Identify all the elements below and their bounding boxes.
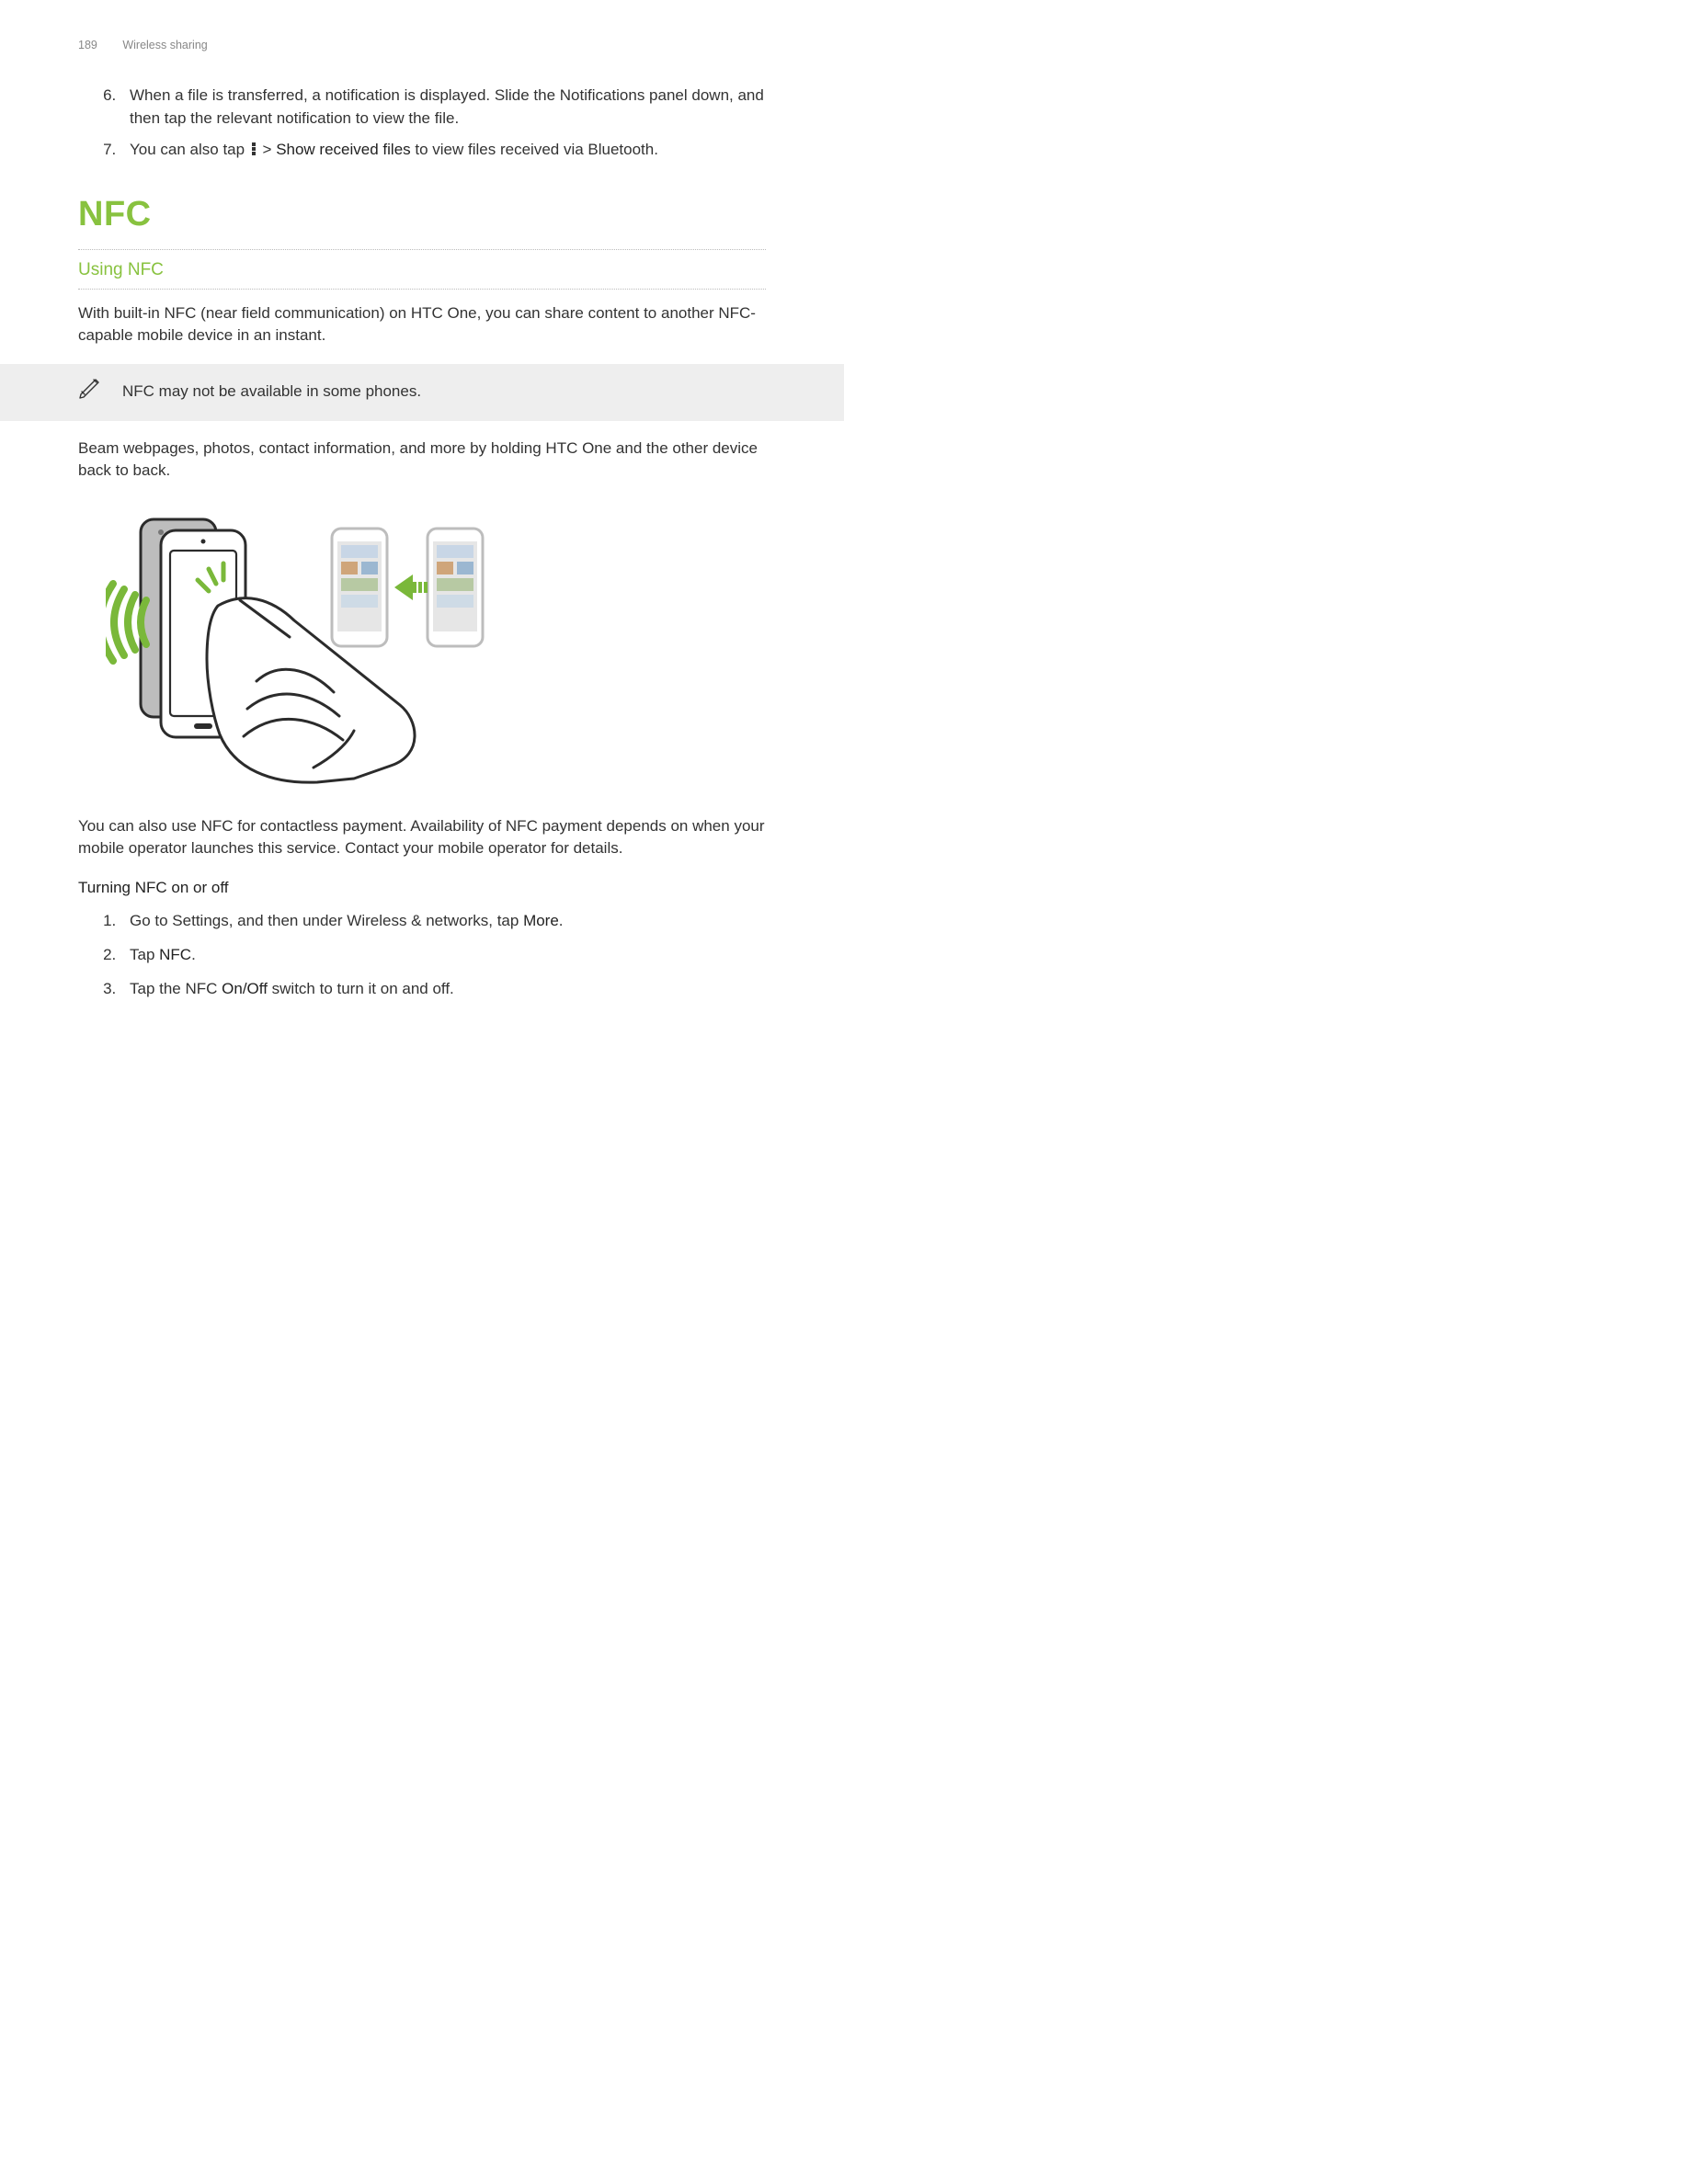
list-item-text: When a file is transferred, a notificati… [130,86,764,127]
continued-ordered-list: When a file is transferred, a notificati… [78,85,766,164]
list-item-text-suffix: to view files received via Bluetooth. [411,141,658,158]
right-phone-b [428,529,483,646]
nfc-waves-icon [106,584,135,661]
note-text: NFC may not be available in some phones. [122,381,421,404]
list-item-text-mid: > [258,141,276,158]
list-item-text-bold: Show received files [276,141,410,158]
dotted-rule-lower [78,289,766,290]
turning-heading: Turning NFC on or off [78,877,766,900]
note-box: NFC may not be available in some phones. [0,364,844,421]
payment-paragraph: You can also use NFC for contactless pay… [78,815,766,860]
step-item: Tap the NFC On/Off switch to turn it on … [120,978,766,1001]
list-item: You can also tap > Show received files t… [120,139,766,164]
sub-heading: Using NFC [78,257,766,283]
step-item: Go to Settings, and then under Wireless … [120,910,766,933]
pencil-icon [78,377,102,408]
intro-paragraph: With built-in NFC (near field communicat… [78,302,766,347]
list-item: When a file is transferred, a notificati… [120,85,766,130]
right-phone-a [332,529,387,646]
page-number: 189 [78,37,97,53]
main-heading: NFC [78,189,766,240]
beam-paragraph: Beam webpages, photos, contact informati… [78,438,766,483]
overflow-menu-icon [251,141,257,164]
nfc-illustration [106,503,766,795]
page-header: 189 Wireless sharing [78,37,766,53]
list-item-text-prefix: You can also tap [130,141,249,158]
step-item: Tap NFC. [120,944,766,967]
steps-list: Go to Settings, and then under Wireless … [78,910,766,1000]
dotted-rule-upper [78,249,766,250]
document-page: 189 Wireless sharing When a file is tran… [0,0,844,1066]
beam-arrow-icon [394,574,428,600]
section-title: Wireless sharing [122,39,207,51]
